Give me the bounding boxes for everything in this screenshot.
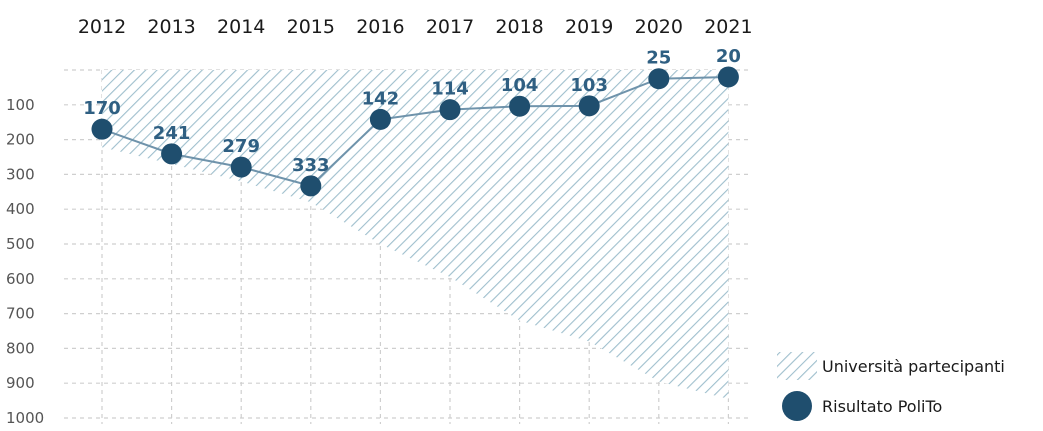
data-label: 114 [431,79,469,100]
x-tick-label: 2012 [78,16,126,38]
y-tick-label: 100 [6,96,35,114]
data-point [300,175,322,197]
line-series [101,75,729,187]
x-tick-label: 2019 [565,16,613,38]
data-label: 333 [292,155,330,176]
data-point [369,108,391,130]
data-label: 25 [646,48,671,69]
y-tick-label: 200 [6,131,35,149]
x-tick-label: 2017 [426,16,474,38]
x-tick-label: 2021 [704,16,752,38]
x-tick-label: 2018 [495,16,543,38]
line-risultato-polito [101,75,729,187]
data-point [230,156,252,178]
y-tick-label: 300 [6,165,35,183]
data-point [509,95,531,117]
data-label: 170 [83,98,121,119]
y-tick-label: 700 [6,305,35,323]
data-label: 103 [570,75,608,96]
x-tick-label: 2014 [217,16,265,38]
area-series [102,70,729,399]
legend-swatch-area [777,352,817,380]
x-axis-labels: 2012 2013 2014 2015 2016 2017 2018 2019 2020 2021 [78,16,753,38]
x-tick-label: 2016 [356,16,404,38]
y-tick-label: 600 [6,270,35,288]
data-point [161,143,183,165]
data-label: 20 [716,46,741,67]
data-label: 142 [362,88,400,109]
y-axis-ticks: 100 200 300 400 500 600 700 800 900 1000 [6,96,44,427]
data-point [439,99,461,121]
y-tick-label: 400 [6,200,35,218]
data-point [717,66,739,88]
legend-swatch-dot [782,391,812,421]
y-tick-label: 500 [6,235,35,253]
y-tick-label: 800 [6,339,35,357]
x-tick-label: 2015 [287,16,335,38]
data-label: 241 [153,123,191,144]
legend-label-area: Università partecipanti [822,357,1005,376]
data-point [648,68,670,90]
data-label: 279 [222,136,260,157]
data-point [578,95,600,117]
legend-label-line: Risultato PoliTo [822,397,942,416]
y-tick-label: 1000 [6,409,44,427]
x-tick-label: 2013 [147,16,195,38]
data-points: 170 241 279 333 142 114 104 103 25 20 [83,46,741,197]
legend: Università partecipanti Risultato PoliTo [777,352,1005,421]
data-label: 104 [501,75,539,96]
area-universita-partecipanti [102,70,729,399]
data-point [91,118,113,140]
y-tick-label: 900 [6,374,35,392]
x-tick-label: 2020 [635,16,683,38]
